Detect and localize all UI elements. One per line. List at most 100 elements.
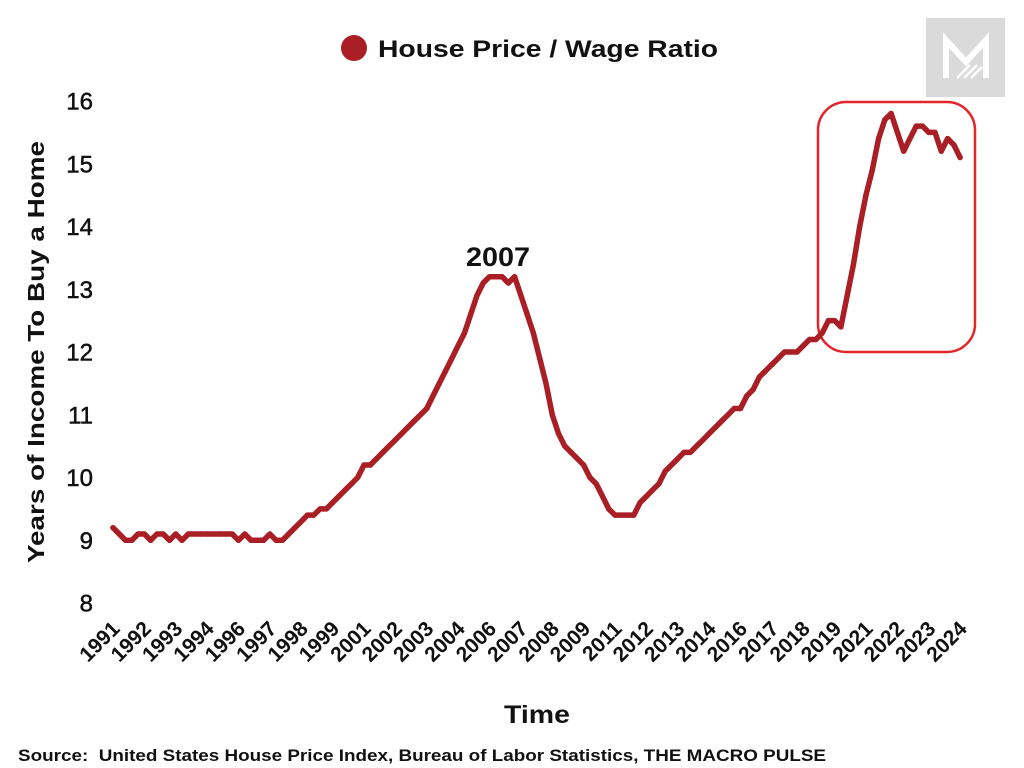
data-point	[857, 223, 863, 230]
x-axis-tick-labels: 1991199219931994199619971998199920012002…	[75, 617, 972, 667]
data-point	[323, 506, 330, 512]
data-point	[191, 531, 198, 537]
y-axis-title: Years of Income To Buy a Home	[23, 141, 49, 563]
data-point	[775, 355, 781, 361]
y-axis-tick-labels: 8 9 10 11 12 13 14 15 16	[66, 88, 93, 618]
y-tick-label: 8	[80, 591, 93, 618]
legend-marker	[341, 35, 367, 61]
data-point	[442, 368, 449, 374]
data-point	[380, 449, 386, 456]
data-point	[888, 110, 894, 117]
data-point	[957, 154, 963, 161]
data-point	[304, 512, 311, 518]
x-axis-title: Time	[504, 701, 570, 729]
highlight-box	[816, 100, 977, 354]
data-point	[298, 518, 304, 525]
data-point	[831, 317, 838, 324]
data-point	[449, 355, 455, 361]
data-point	[744, 393, 750, 399]
series-house-price-wage-ratio	[110, 110, 963, 544]
data-point	[254, 537, 260, 543]
data-point	[882, 117, 888, 123]
data-point	[932, 129, 938, 136]
data-point	[649, 487, 656, 493]
data-point	[185, 531, 191, 537]
data-point	[781, 349, 788, 355]
data-point	[593, 481, 599, 487]
m-logo-icon	[943, 32, 989, 79]
data-point	[235, 537, 242, 543]
data-point	[154, 531, 160, 537]
y-tick-label: 13	[66, 277, 93, 304]
data-point	[110, 525, 116, 531]
data-point	[668, 462, 675, 468]
data-point	[229, 531, 235, 537]
data-point	[135, 531, 141, 537]
data-point	[762, 368, 769, 374]
data-point	[618, 512, 624, 518]
data-point	[907, 135, 913, 142]
data-point	[750, 386, 756, 393]
data-point	[819, 330, 825, 336]
data-point	[769, 361, 775, 368]
data-point	[417, 412, 424, 418]
data-point	[486, 274, 493, 280]
logo	[926, 18, 1005, 97]
data-point	[687, 449, 693, 456]
source-note: Source: United States House Price Index,…	[18, 746, 826, 765]
data-point	[756, 374, 762, 380]
data-point	[875, 135, 882, 142]
data-point	[549, 412, 555, 418]
y-tick-label: 16	[66, 89, 93, 116]
legend-label: House Price / Wage Ratio	[378, 36, 718, 63]
data-point	[160, 531, 166, 537]
data-point	[555, 430, 562, 437]
data-point	[693, 443, 700, 449]
data-point	[436, 380, 442, 387]
data-point	[700, 437, 706, 443]
data-point	[116, 531, 123, 537]
data-point	[800, 343, 806, 349]
data-point	[499, 274, 505, 280]
data-point	[731, 405, 737, 412]
data-point	[361, 462, 367, 468]
data-point	[606, 506, 612, 512]
data-point	[944, 135, 951, 142]
data-point	[373, 456, 380, 462]
data-point	[737, 405, 744, 412]
data-point	[894, 129, 901, 136]
data-point	[424, 405, 430, 412]
data-point	[926, 129, 932, 136]
legend: House Price / Wage Ratio	[341, 35, 718, 63]
data-point	[806, 336, 813, 343]
data-point	[675, 456, 681, 462]
data-point	[480, 280, 486, 286]
data-point	[574, 456, 581, 462]
data-point	[317, 506, 323, 512]
data-point	[706, 430, 712, 437]
data-point	[311, 512, 317, 518]
y-tick-label: 14	[66, 214, 93, 241]
series-line	[110, 110, 963, 544]
data-point	[242, 531, 248, 537]
y-tick-label: 10	[66, 465, 93, 492]
data-point	[719, 418, 725, 424]
data-point	[411, 418, 417, 424]
data-point	[863, 192, 869, 198]
peak-annotation: 2007	[466, 242, 530, 272]
data-point	[825, 317, 832, 324]
data-point	[712, 424, 719, 430]
data-point	[286, 531, 292, 537]
data-point	[662, 468, 668, 474]
data-point	[260, 537, 267, 543]
y-tick-label: 9	[80, 528, 93, 555]
data-point	[122, 537, 129, 543]
data-point	[511, 274, 518, 280]
data-point	[624, 512, 631, 518]
data-point	[430, 393, 436, 399]
data-point	[850, 261, 857, 267]
data-point	[543, 380, 549, 387]
data-point	[129, 537, 135, 543]
data-point	[179, 537, 185, 543]
